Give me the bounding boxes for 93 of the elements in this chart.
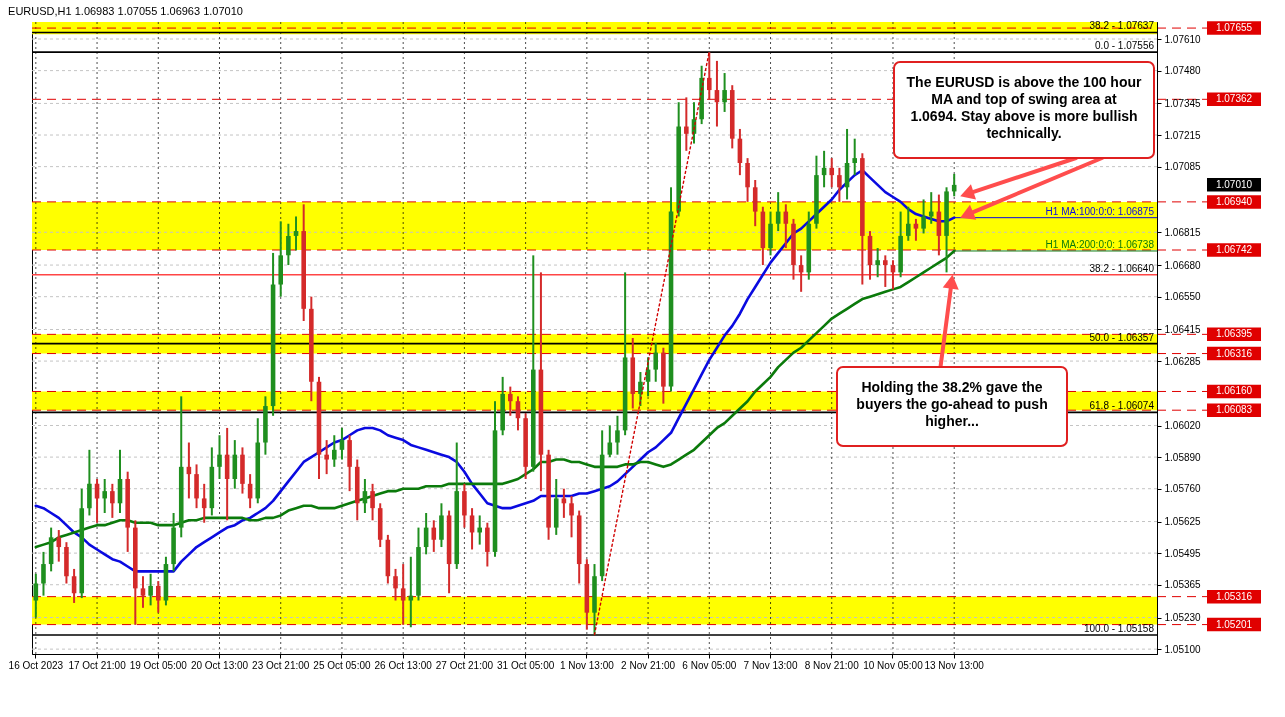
candlestick <box>837 166 842 203</box>
text: 1.07010 <box>1215 178 1253 190</box>
candlestick <box>293 215 299 252</box>
candlestick <box>921 198 926 235</box>
y-tick-label: 1.05100 <box>1164 643 1202 655</box>
candlestick <box>561 487 567 519</box>
y-tick-label: 1.07480 <box>1164 65 1202 77</box>
y-tick-label: 1.05365 <box>1164 579 1202 591</box>
x-tick-label: 17 Oct 21:00 <box>68 659 127 671</box>
candlestick <box>155 580 161 614</box>
x-tick-label: 20 Oct 13:00 <box>190 659 249 671</box>
annotation: 38.2 - 1.06640 <box>1089 262 1155 274</box>
x-tick-label: 13 Nov 13:00 <box>924 659 985 671</box>
candlestick <box>400 563 406 626</box>
annotation: Holding the 38.2% gave the buyers the go-ahead to push higher... <box>856 379 1048 429</box>
candlestick <box>431 519 437 553</box>
x-tick-label: 7 Nov 13:00 <box>743 659 798 671</box>
candlestick <box>110 482 115 519</box>
candlestick <box>722 72 727 113</box>
candlestick <box>615 414 620 456</box>
annotation: 100.0 - 1.05158 <box>1083 623 1155 635</box>
annotation: The EURUSD is above the 100 hour MA and top of swing area at 1.0694. Stay above is more bullish technically. <box>906 74 1143 141</box>
y-tick-label: 1.05230 <box>1164 612 1202 624</box>
ref-line-label: 1.07362 <box>1215 93 1253 105</box>
candlestick <box>852 137 857 177</box>
y-tick-label: 1.07610 <box>1164 33 1202 45</box>
y-tick-label: 1.05625 <box>1164 516 1202 528</box>
candlestick <box>875 247 880 279</box>
candlestick <box>883 254 888 288</box>
candlestick <box>393 567 398 602</box>
y-tick-label: 1.07345 <box>1164 97 1202 109</box>
x-tick-label: 2 Nov 21:00 <box>621 659 676 671</box>
annotation: 50.0 - 1.06357 <box>1089 331 1155 343</box>
x-tick-label: 27 Oct 21:00 <box>435 659 494 671</box>
text: H1 MA:200:0:0: 1.06738 <box>1045 238 1155 250</box>
candlestick <box>707 51 712 101</box>
ref-line-label: 1.05201 <box>1215 618 1253 630</box>
x-tick-label: 19 Oct 05:00 <box>129 659 188 671</box>
candlestick <box>324 439 329 476</box>
y-tick-label: 1.06415 <box>1164 323 1202 335</box>
candlestick <box>905 205 911 242</box>
candlestick <box>913 217 919 242</box>
y-tick-label: 1.06285 <box>1164 355 1202 367</box>
candlestick <box>148 572 153 607</box>
candlestick <box>286 222 291 267</box>
candlestick <box>653 341 659 383</box>
y-tick-label: 1.05760 <box>1164 483 1202 495</box>
x-tick-label: 23 Oct 21:00 <box>252 659 310 671</box>
chart-title: EURUSD,H1 1.06983 1.07055 1.06963 1.07010 <box>8 5 243 18</box>
candlestick <box>928 191 934 225</box>
y-tick-label: 1.06020 <box>1164 420 1202 432</box>
x-tick-label: 10 Nov 05:00 <box>863 659 924 671</box>
candlestick <box>41 550 46 597</box>
y-tick-label: 1.05495 <box>1164 547 1202 559</box>
candlestick <box>332 434 337 468</box>
y-tick-label: 1.05890 <box>1164 451 1202 463</box>
y-tick-label: 1.06550 <box>1164 291 1202 303</box>
candlestick <box>829 157 835 189</box>
ref-line-label: 1.05316 <box>1215 590 1253 602</box>
annotation: 61.8 - 1.06074 <box>1089 400 1155 412</box>
candlestick <box>477 514 482 546</box>
x-tick-label: 25 Oct 05:00 <box>313 659 372 671</box>
ref-line-label: 1.07655 <box>1215 22 1253 34</box>
ref-line-label: 1.06083 <box>1215 404 1253 416</box>
candlestick <box>217 434 222 480</box>
annotation: 38.2 - 1.07637 <box>1089 20 1155 32</box>
candlestick <box>508 385 513 417</box>
x-tick-label: 6 Nov 05:00 <box>682 659 737 671</box>
ref-line-label: 1.06160 <box>1215 385 1253 397</box>
candlestick <box>140 575 146 609</box>
candlestick <box>102 477 107 515</box>
text: H1 MA:100:0:0: 1.06875 <box>1045 205 1155 217</box>
ref-line-label: 1.06316 <box>1215 347 1253 359</box>
ref-line-label: 1.06940 <box>1215 195 1253 207</box>
candlestick <box>370 482 375 522</box>
candlestick <box>56 529 62 563</box>
line-series <box>593 50 710 636</box>
y-tick-label: 1.06680 <box>1164 259 1202 271</box>
candlestick <box>638 371 643 408</box>
x-tick-label: 16 Oct 2023 <box>8 659 64 671</box>
x-tick-label: 31 Oct 05:00 <box>496 659 555 671</box>
y-tick-label: 1.06815 <box>1164 226 1202 238</box>
x-tick-label: 1 Nov 13:00 <box>559 659 615 671</box>
candlestick <box>684 96 689 152</box>
candlestick <box>408 555 414 629</box>
annotation: 0.0 - 1.07556 <box>1095 40 1155 52</box>
y-tick-label: 1.07215 <box>1164 129 1202 141</box>
ref-line-label: 1.06742 <box>1215 244 1253 256</box>
y-tick-label: 1.07085 <box>1164 161 1202 173</box>
x-tick-label: 26 Oct 13:00 <box>374 659 433 671</box>
x-tick-label: 8 Nov 21:00 <box>804 659 860 671</box>
candlestick <box>569 495 574 539</box>
ref-line-label: 1.06395 <box>1215 328 1253 340</box>
